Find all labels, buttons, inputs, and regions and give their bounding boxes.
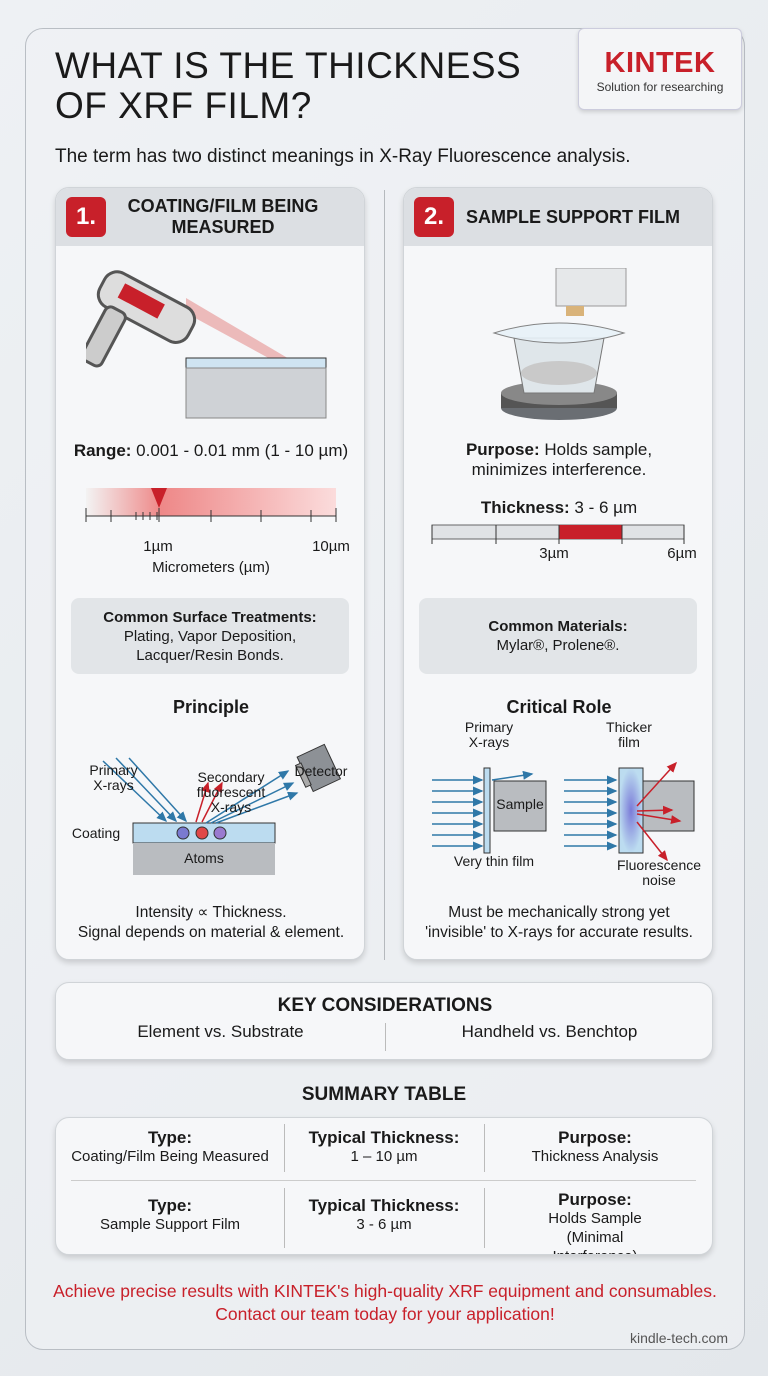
materials-text: Mylar®, Prolene®. [496, 637, 620, 654]
critical-role-diagram [432, 761, 695, 862]
handheld-xrf-illustration [86, 270, 327, 419]
scale-max-label: 10µm [312, 538, 350, 555]
secondary-label-3: X-rays [210, 799, 252, 815]
surface-treatments-box: Common Surface Treatments: Plating, Vapor… [71, 598, 349, 674]
role-caption-2: 'invisible' to X-rays for accurate resul… [425, 924, 693, 941]
secondary-label-2: fluorescent [196, 784, 266, 800]
thickness-scale [431, 524, 685, 544]
call-to-action: Achieve precise results with KINTEK's hi… [53, 1281, 717, 1324]
detector-label: Detector [294, 763, 348, 779]
primary-xrays-label: Primary [464, 719, 514, 735]
thickness-label: Thickness: [480, 498, 570, 517]
website-link[interactable]: kindle-tech.com [629, 1330, 728, 1346]
kintek-logo: KINTEK Solution for researching [578, 28, 742, 110]
cell-value: Sample Support Film [99, 1216, 241, 1233]
key-item: Handheld vs. Benchtop [461, 1022, 638, 1041]
scale-unit-label: Micrometers (µm) [152, 559, 270, 576]
divider [385, 1023, 386, 1051]
cell-value: Coating/Film Being Measured [71, 1148, 269, 1165]
key-considerations-card: KEY CONSIDERATIONS Element vs. Substrate… [55, 982, 713, 1060]
brand-name: KINTEK [604, 47, 716, 79]
summary-title: SUMMARY TABLE [301, 1084, 467, 1105]
principle-diagram [102, 743, 342, 875]
key-item: Element vs. Substrate [137, 1022, 304, 1041]
thicker-film-label-2: film [618, 734, 640, 750]
key-title: KEY CONSIDERATIONS [277, 995, 493, 1016]
range-value: 0.001 - 0.01 mm (1 - 10 µm) [131, 441, 349, 460]
purpose-label: Purpose: [465, 440, 540, 459]
treatments-title: Common Surface Treatments: [103, 608, 317, 626]
cell-header: Typical Thickness: [308, 1128, 460, 1147]
subtitle: The term has two distinct meanings in X-… [55, 146, 631, 167]
critical-role-title: Critical Role [506, 697, 612, 717]
cell-header: Purpose: [558, 1190, 632, 1209]
cell-value: Holds Sample (Minimal Interference) [548, 1210, 642, 1254]
thickness-value: 3 - 6 µm [569, 498, 638, 517]
scale-min-label: 1µm [143, 538, 173, 555]
primary-xrays-label-2: X-rays [93, 777, 134, 793]
atoms-label: Atoms [184, 850, 224, 866]
noise-label: Fluorescence [616, 857, 702, 873]
cell-value: 1 – 10 µm [350, 1148, 418, 1165]
sample-support-card: 2. SAMPLE SUPPORT FILM Purpose: Holds sam… [403, 187, 713, 960]
secondary-label: Secondary [197, 769, 265, 785]
thin-film-label: Very thin film [453, 853, 535, 869]
page-title: WHAT IS THE THICKNESS OF XRF FILM? [55, 45, 522, 126]
cell-header: Type: [147, 1196, 193, 1215]
scale-6um-label: 6µm [667, 545, 697, 562]
summary-table: Type: Coating/Film Being Measured Typical… [55, 1117, 713, 1255]
sample-label: Sample [496, 796, 544, 812]
range-label: Range: [73, 441, 132, 460]
row-divider [71, 1180, 696, 1181]
micrometer-scale [85, 488, 337, 522]
divider [384, 190, 385, 960]
treatments-text: Plating, Vapor Deposition, Lacquer/Resin… [123, 627, 297, 664]
noise-label-2: noise [642, 872, 676, 888]
cell-value: 3 - 6 µm [356, 1216, 412, 1233]
materials-box: Common Materials: Mylar®, Prolene®. [419, 598, 697, 674]
role-caption: Must be mechanically strong yet [448, 904, 670, 921]
cell-header: Purpose: [558, 1128, 632, 1147]
principle-title: Principle [172, 697, 250, 717]
principle-caption: Intensity ∝ Thickness. [135, 904, 287, 921]
primary-xrays-label-2: X-rays [468, 734, 510, 750]
cell-value: Thickness Analysis [531, 1148, 659, 1165]
section-number: 2. [414, 197, 454, 237]
coating-film-card: 1. COATING/FILM BEING MEASURED Range: 0.0… [55, 187, 365, 960]
sample-cup-illustration [492, 268, 627, 420]
principle-caption-2: Signal depends on material & element. [77, 924, 345, 941]
section-heading: SAMPLE SUPPORT FILM [466, 206, 681, 227]
primary-xrays-label: Primary [89, 762, 138, 778]
section-heading: COATING/FILM BEING MEASURED [127, 196, 319, 237]
cell-header: Typical Thickness: [308, 1196, 460, 1215]
cell-header: Type: [147, 1128, 193, 1147]
purpose-value: Holds sample, minimizes interference. [471, 440, 653, 479]
thicker-film-label: Thicker [606, 719, 652, 735]
brand-tagline: Solution for researching [596, 80, 724, 94]
section-number: 1. [66, 197, 106, 237]
scale-3um-label: 3µm [539, 545, 569, 562]
materials-title: Common Materials: [488, 618, 628, 635]
coating-label: Coating [71, 825, 121, 841]
